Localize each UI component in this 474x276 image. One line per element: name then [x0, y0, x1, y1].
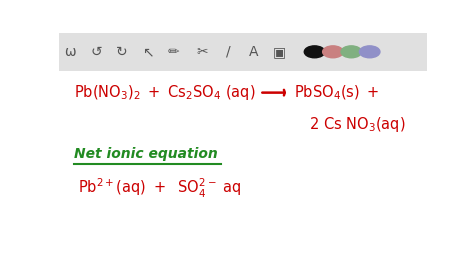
Text: A: A: [249, 45, 259, 59]
Circle shape: [323, 46, 343, 58]
Text: Net ionic equation: Net ionic equation: [74, 147, 218, 161]
Text: $\rm 2\ Cs\ NO_3(aq)$: $\rm 2\ Cs\ NO_3(aq)$: [309, 115, 406, 134]
Circle shape: [341, 46, 362, 58]
Circle shape: [304, 46, 325, 58]
Text: $\rm PbSO_4(s)\ +$: $\rm PbSO_4(s)\ +$: [294, 83, 380, 102]
Text: ✏: ✏: [167, 45, 179, 59]
Circle shape: [359, 46, 380, 58]
Text: /: /: [226, 45, 230, 59]
Text: ↺: ↺: [90, 45, 102, 59]
Text: ↖: ↖: [142, 45, 153, 59]
Text: ↻: ↻: [116, 45, 128, 59]
Text: $\rm Pb^{2+}(aq)\ +\ \ SO_4^{2-}\ aq$: $\rm Pb^{2+}(aq)\ +\ \ SO_4^{2-}\ aq$: [78, 177, 241, 200]
FancyBboxPatch shape: [59, 33, 427, 71]
Text: ✂: ✂: [197, 45, 209, 59]
Text: ▣: ▣: [273, 45, 286, 59]
Text: ω: ω: [64, 45, 76, 59]
Text: $\rm Pb(NO_3)_2\ +\ Cs_2SO_4\ (aq)$: $\rm Pb(NO_3)_2\ +\ Cs_2SO_4\ (aq)$: [74, 83, 255, 102]
